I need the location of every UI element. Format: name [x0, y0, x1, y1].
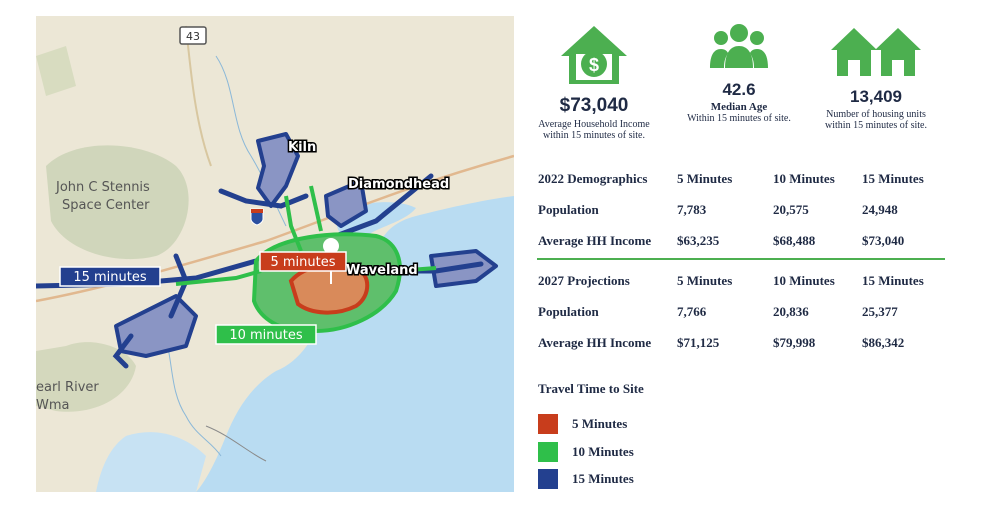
- table-header-row: 2022 Demographics 5 Minutes 10 Minutes 1…: [538, 163, 946, 194]
- table-header-cell: 2027 Projections: [538, 272, 630, 288]
- zone-15-label: 15 minutes: [73, 270, 147, 285]
- legend-label: 15 Minutes: [572, 471, 634, 486]
- table-cell: Population: [538, 201, 599, 217]
- table-cell: 20,836: [773, 303, 809, 319]
- legend-title: Travel Time to Site: [538, 381, 644, 396]
- label-diamondhead: Diamondhead: [348, 177, 449, 192]
- legend-label: 10 Minutes: [572, 444, 634, 459]
- legend-item-15-minutes: 15 Minutes: [538, 469, 634, 489]
- site-pin-icon[interactable]: [323, 238, 339, 254]
- table-cell: 24,948: [862, 201, 898, 217]
- zone-10-roads: [175, 185, 437, 286]
- income-value: $73,040: [559, 95, 629, 116]
- table-header-cell: 10 Minutes: [773, 170, 835, 186]
- stennis-area: [46, 145, 189, 260]
- highway-shield-label: 43: [186, 30, 200, 43]
- zone-15-label-box: [59, 266, 161, 287]
- travel-time-map[interactable]: 43 Kiln Diamondhead Waveland John C Sten…: [36, 16, 514, 492]
- table-cell: $86,342: [862, 334, 905, 350]
- wma-area: [36, 342, 136, 412]
- table-cell: $79,998: [773, 334, 816, 350]
- legend-swatch: [538, 442, 558, 462]
- svg-text:$: $: [589, 55, 599, 75]
- table-header-cell: 5 Minutes: [677, 170, 733, 186]
- projections-2027-table: 2027 Projections 5 Minutes 10 Minutes 15…: [538, 265, 946, 358]
- table-cell: 7,766: [677, 303, 707, 319]
- zone-10-label: 10 minutes: [229, 328, 303, 343]
- table-row: Population 7,783 20,575 24,948: [538, 194, 946, 225]
- label-stennis: John C Stennis Space Center: [55, 180, 154, 213]
- section-divider: [537, 258, 945, 260]
- table-cell: Population: [538, 303, 599, 319]
- boundary-line: [205, 425, 267, 462]
- label-pearl-river-line2: Wma: [36, 398, 69, 413]
- table-cell: 7,783: [677, 201, 707, 217]
- table-header-cell: 15 Minutes: [862, 272, 924, 288]
- label-pearl-river: earl River Wma: [36, 380, 103, 413]
- table-cell: Average HH Income: [538, 334, 652, 350]
- table-cell: 20,575: [773, 201, 809, 217]
- table-cell: $73,040: [862, 232, 905, 248]
- map-canvas: 43 Kiln Diamondhead Waveland John C Sten…: [36, 16, 514, 492]
- income-caption-2: within 15 minutes of site.: [543, 130, 645, 141]
- housing-caption-2: within 15 minutes of site.: [825, 120, 927, 131]
- table-cell: Average HH Income: [538, 232, 652, 248]
- table-row: Population 7,766 20,836 25,377: [538, 296, 946, 327]
- stat-age: 42.6 Median Age Within 15 minutes of sit…: [680, 22, 798, 124]
- park-area: [36, 46, 76, 96]
- stat-income: $ $73,040 Average Household Income withi…: [534, 24, 654, 141]
- house-dollar-icon: $: [561, 26, 627, 84]
- label-kiln: Kiln: [288, 140, 316, 155]
- age-label: Median Age: [710, 101, 768, 113]
- highway-shield: [179, 26, 207, 45]
- table-cell: $71,125: [677, 334, 720, 350]
- table-header-cell: 10 Minutes: [773, 272, 835, 288]
- table-cell: 25,377: [862, 303, 898, 319]
- two-houses-icon: [831, 28, 921, 76]
- stat-housing: 13,409 Number of housing units within 15…: [814, 26, 938, 131]
- table-cell: $63,235: [677, 232, 720, 248]
- age-caption: Within 15 minutes of site.: [687, 113, 791, 124]
- legend-swatch: [538, 414, 558, 434]
- table-header-row: 2027 Projections 5 Minutes 10 Minutes 15…: [538, 265, 946, 296]
- legend-swatch: [538, 469, 558, 489]
- table-header-cell: 2022 Demographics: [538, 170, 648, 186]
- income-caption-1: Average Household Income: [538, 119, 650, 130]
- label-waveland: Waveland: [346, 263, 418, 278]
- age-value: 42.6: [722, 80, 756, 99]
- interstate-shield-top: [251, 209, 263, 213]
- zone-5-label: 5 minutes: [270, 255, 335, 270]
- legend-label: 5 Minutes: [572, 416, 628, 431]
- demographics-2022-table: 2022 Demographics 5 Minutes 10 Minutes 1…: [538, 163, 946, 256]
- label-stennis-line1: John C Stennis: [55, 180, 150, 195]
- housing-caption-1: Number of housing units: [826, 109, 926, 120]
- label-pearl-river-line1: earl River: [36, 380, 99, 395]
- zone-10-label-box: [215, 324, 317, 345]
- marsh-water: [96, 432, 206, 492]
- table-header-cell: 5 Minutes: [677, 272, 733, 288]
- table-cell: $68,488: [773, 232, 816, 248]
- zone-5-label-box: [259, 251, 347, 272]
- housing-value: 13,409: [850, 87, 902, 106]
- people-group-icon: [710, 24, 768, 68]
- table-row: Average HH Income $71,125 $79,998 $86,34…: [538, 327, 946, 358]
- legend-item-5-minutes: 5 Minutes: [538, 414, 627, 434]
- table-row: Average HH Income $63,235 $68,488 $73,04…: [538, 225, 946, 256]
- legend-item-10-minutes: 10 Minutes: [538, 442, 634, 462]
- label-stennis-line2: Space Center: [62, 198, 150, 213]
- table-header-cell: 15 Minutes: [862, 170, 924, 186]
